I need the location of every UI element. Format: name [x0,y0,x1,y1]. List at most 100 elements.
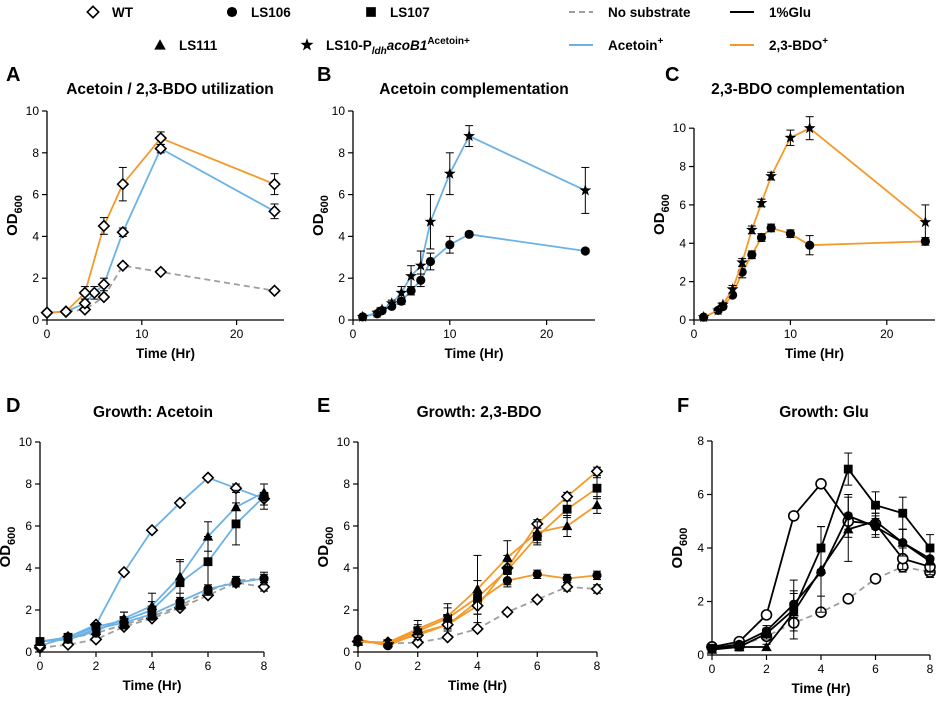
y-tick-label: 10 [673,121,687,135]
legend-label-glu: 1%Glu [769,5,811,20]
legend-item-glu: 1%Glu [730,5,811,20]
data-point [925,543,935,553]
data-point [736,256,749,268]
x-tick-label: 0 [37,659,44,673]
series-ls111-2-3-bdo [352,496,603,647]
y-tick-label: 2 [343,603,350,617]
legend-label-bdo: 2,3-BDO+ [769,36,828,53]
data-point [805,240,815,250]
data-point [803,121,816,134]
data-point [697,310,710,323]
data-point [203,557,213,567]
series-wt-no-substrate [40,259,281,320]
series-ls106-acetoin [35,573,269,647]
x-axis-title: Time (Hr) [122,678,181,693]
y-tick-label: 4 [343,561,350,575]
data-point [726,283,739,295]
data-point [97,219,111,233]
data-point [91,624,101,634]
x-tick-label: 20 [880,327,894,341]
data-point [382,637,394,647]
y-tick-label: 8 [343,477,350,491]
data-point [259,573,269,584]
data-point [869,572,882,585]
data-point [78,296,92,310]
data-point [395,286,408,298]
data-point [117,565,131,579]
y-axis-title: OD600 [669,528,690,569]
legend: WT LS106 LS107 No substrate 1%Glu LS111 LS10-P… [86,5,828,57]
x-axis-title: Time (Hr) [791,681,850,696]
y-axis-title: OD600 [315,527,336,568]
panel-letter: F [677,395,689,417]
data-point [371,306,384,318]
y-axis-title: OD600 [4,195,25,236]
panel-c: C 2,3-BDO complementation 0 10 20 0 2 4 6 8 10 Time… [651,64,935,361]
y-tick-label: 8 [697,434,704,448]
y-tick-label: 0 [679,313,686,327]
legend-marker-ls111 [154,39,166,50]
data-point [268,284,281,298]
x-tick-label: 4 [818,662,825,676]
y-tick-label: 4 [338,229,345,243]
data-point [231,578,241,588]
x-tick-label: 8 [927,662,934,676]
data-point [258,487,270,497]
data-point [154,142,168,155]
series-line [703,127,926,318]
series-line [703,227,926,318]
legend-item-nosub: No substrate [569,5,691,20]
data-point [762,629,771,638]
data-point [897,537,908,547]
data-point [464,229,474,239]
series-wt-acetoin [40,142,281,320]
x-tick-label: 6 [872,662,879,676]
data-point [788,607,799,617]
y-tick-label: 6 [338,188,345,202]
data-point [784,131,797,143]
series-ls106-2-3-bdo [699,223,930,322]
y-tick-label: 10 [332,104,346,118]
legend-item-acetoin: Acetoin+ [569,36,664,53]
data-point [424,215,437,227]
x-tick-label: 0 [44,327,51,341]
y-tick-label: 0 [32,313,39,327]
y-tick-label: 10 [19,435,33,449]
y-tick-label: 10 [337,435,351,449]
data-point [88,286,101,300]
x-tick-label: 0 [691,327,698,341]
x-tick-label: 0 [355,659,362,673]
data-point [173,496,187,510]
data-point [441,630,454,644]
data-point [147,609,157,619]
y-tick-label: 6 [25,519,32,533]
y-tick-label: 4 [25,561,32,575]
y-tick-label: 6 [343,519,350,533]
legend-label-ls10: LS10-PldhacoB1Acetoin+ [326,36,470,57]
data-point [590,465,604,478]
data-point [119,618,129,628]
data-point [842,593,855,605]
x-tick-label: 6 [205,659,212,673]
legend-marker-ls107 [366,7,376,17]
panel-f: F Growth: Glu 0 2 4 6 8 0 2 4 6 8 Time (Hr) OD600 [669,395,936,696]
panel-letter: D [6,395,20,417]
data-point [412,623,423,634]
series-line [362,135,586,318]
data-point [352,636,364,646]
data-point [116,177,130,191]
data-point [40,306,54,320]
legend-label-wt: WT [112,5,134,20]
y-tick-label: 2 [679,275,686,289]
x-tick-label: 4 [474,659,481,673]
data-point [785,229,796,239]
panel-title: Acetoin complementation [379,81,568,98]
data-point [712,304,724,316]
data-point [502,552,513,562]
data-point [756,232,767,243]
data-point [924,556,936,566]
y-tick-label: 6 [32,188,39,202]
y-tick-label: 2 [32,271,39,285]
x-tick-label: 20 [230,327,244,341]
